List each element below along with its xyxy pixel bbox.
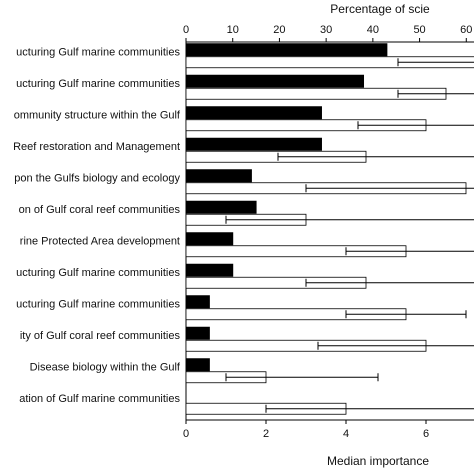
y-tick-label: Disease biology within the Gulf	[30, 362, 181, 374]
y-tick-label: Reef restoration and Management	[13, 141, 180, 153]
bar	[185, 295, 210, 309]
x-tick-label: 2	[263, 428, 269, 440]
bar	[185, 43, 388, 57]
y-tick-label: rine Protected Area development	[20, 236, 180, 248]
x2-tick-label: 20	[273, 24, 285, 36]
y-tick-label: ity of Gulf coral reef communities	[20, 330, 181, 342]
bar	[185, 74, 365, 88]
x2-tick-label: 10	[227, 24, 239, 36]
x2-tick-label: 40	[367, 24, 379, 36]
x-tick-label: 6	[423, 428, 429, 440]
y-tick-label: on of Gulf coral reef communities	[19, 204, 181, 216]
bar	[185, 200, 257, 214]
top-axis-title: Percentage of scie	[330, 2, 430, 16]
bar	[185, 358, 210, 372]
bar	[185, 326, 210, 340]
y-tick-label: ucturing Gulf marine communities	[16, 299, 180, 311]
bar	[185, 232, 234, 246]
y-tick-label: ucturing Gulf marine communities	[16, 267, 180, 279]
bar	[185, 137, 322, 151]
bar	[185, 56, 474, 69]
x2-tick-label: 30	[320, 24, 332, 36]
y-tick-label: ucturing Gulf marine communities	[16, 78, 180, 90]
x2-tick-label: 50	[413, 24, 425, 36]
bar	[185, 169, 252, 183]
bar	[185, 263, 234, 277]
y-tick-label: ucturing Gulf marine communities	[16, 47, 180, 59]
x-tick-label: 4	[343, 428, 349, 440]
x2-tick-label: 60	[460, 24, 472, 36]
x2-tick-label: 0	[183, 24, 189, 36]
y-tick-label: ommunity structure within the Gulf	[14, 110, 181, 122]
x-tick-label: 0	[183, 428, 189, 440]
bottom-axis-title: Median importance	[327, 454, 429, 468]
bar	[185, 106, 322, 120]
y-tick-label: ation of Gulf marine communities	[19, 393, 180, 405]
y-tick-label: pon the Gulfs biology and ecology	[14, 173, 180, 185]
